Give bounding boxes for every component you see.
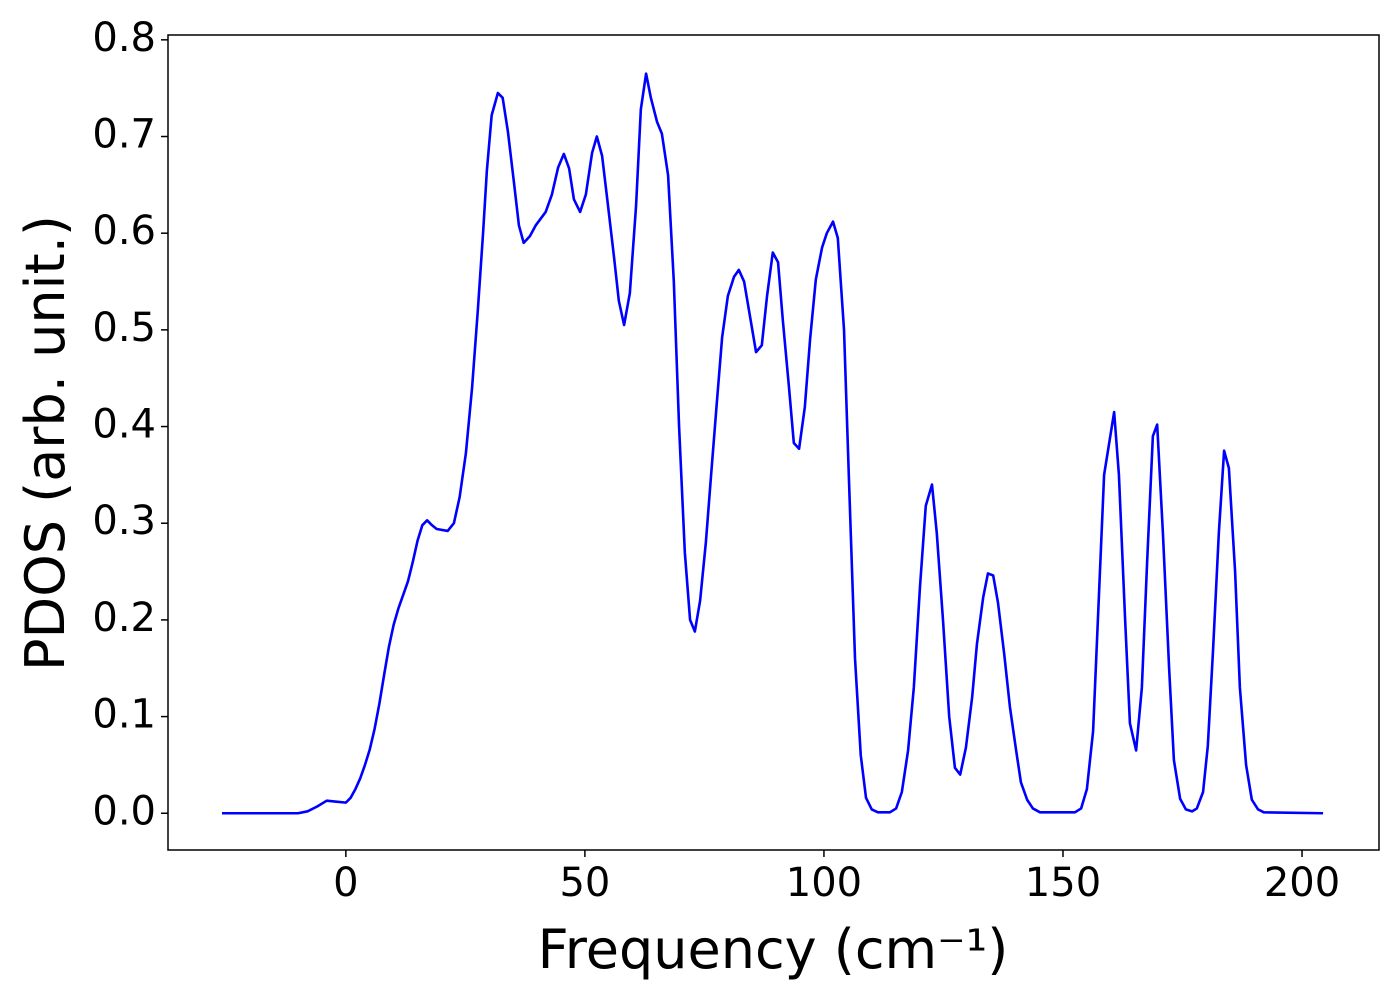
y-tick-label: 0.6 (92, 208, 156, 254)
y-tick-label: 0.8 (92, 15, 156, 61)
y-axis-label: PDOS (arb. unit.) (14, 215, 77, 671)
x-tick-label: 150 (1025, 860, 1101, 906)
y-tick-label: 0.4 (92, 402, 156, 448)
x-tick-label: 50 (559, 860, 610, 906)
x-axis-label: Frequency (cm⁻¹) (538, 918, 1009, 981)
x-tick-label: 200 (1264, 860, 1340, 906)
data-line (222, 72, 1324, 815)
x-tick-label: 0 (333, 860, 358, 906)
y-tick-label: 0.2 (92, 595, 156, 641)
plot-frame (167, 34, 1380, 851)
y-tick-label: 0.0 (92, 788, 156, 834)
y-tick-label: 0.3 (92, 498, 156, 544)
y-tick-label: 0.5 (92, 305, 156, 351)
y-tick-label: 0.7 (92, 112, 156, 158)
y-tick-label: 0.1 (92, 692, 156, 738)
x-tick-label: 100 (786, 860, 862, 906)
